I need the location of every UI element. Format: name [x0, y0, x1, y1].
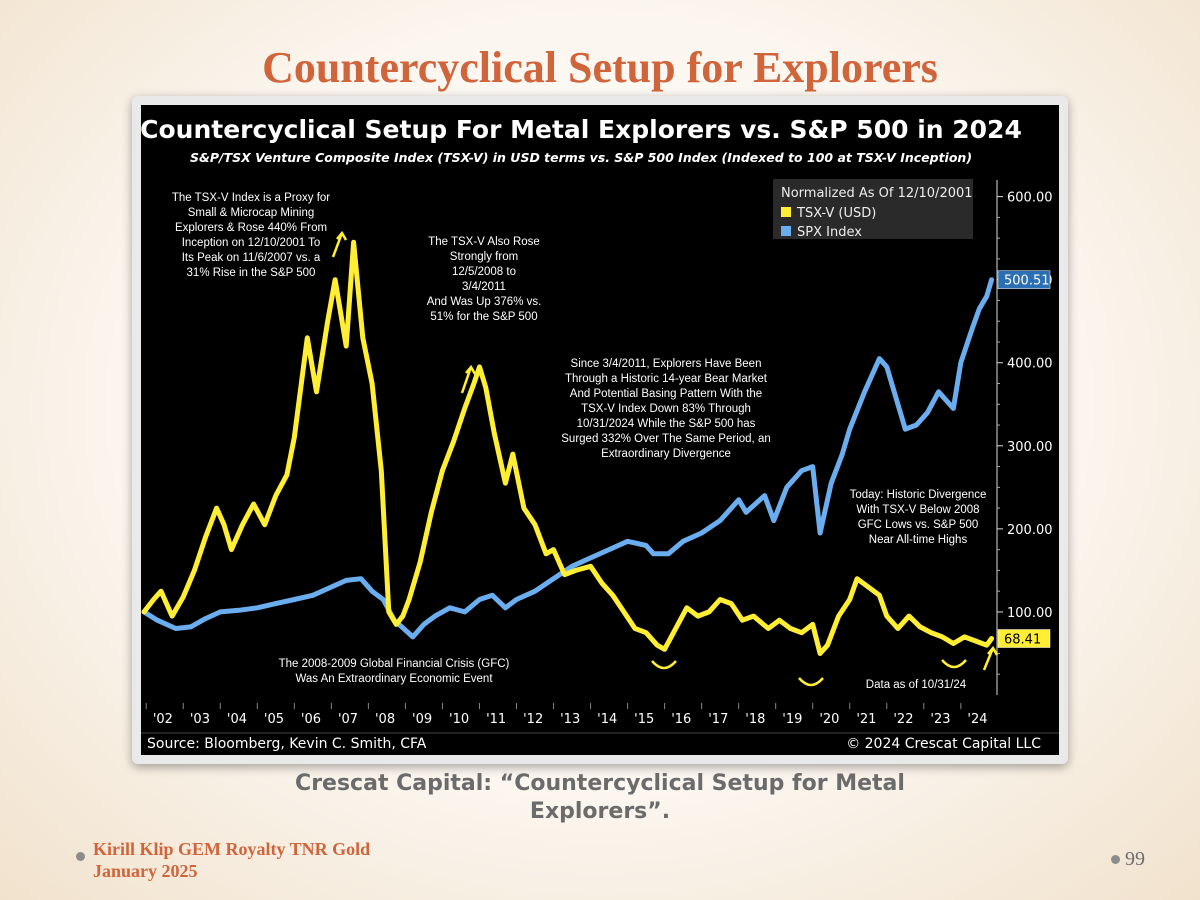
slide-title: Countercyclical Setup for Explorers — [262, 43, 938, 92]
y-tick-label: 100.00 — [1007, 606, 1053, 621]
chart-source: Source: Bloomberg, Kevin C. Smith, CFA — [147, 736, 427, 752]
annotation-text: GFC Lows vs. S&P 500 — [858, 519, 979, 531]
x-tick-label: '13 — [560, 712, 580, 727]
y-tick-label: 300.00 — [1007, 440, 1053, 455]
annotation-text: And Was Up 376% vs. — [427, 296, 542, 308]
annotation-arrow — [460, 366, 473, 394]
annotation-text: Data as of 10/31/24 — [866, 679, 967, 691]
x-tick-label: '11 — [486, 712, 506, 727]
last-value-badge — [997, 270, 1051, 289]
legend-label: SPX Index — [797, 225, 862, 240]
annotation-text: Surged 332% Over The Same Period, an — [561, 433, 770, 445]
annotation-text: 3/4/2011 — [462, 281, 506, 293]
annotation-text: With TSX-V Below 2008 — [856, 504, 979, 516]
x-tick-label: '12 — [523, 712, 543, 727]
annotation-text: The 2008-2009 Global Financial Crisis (G… — [279, 658, 510, 670]
annotation-text: Near All-time Highs — [869, 534, 968, 546]
last-value-label: 500.51 — [1004, 274, 1050, 289]
annotation-text: 12/5/2008 to — [452, 266, 516, 278]
annotation-arrowhead — [987, 645, 999, 656]
annotation-arrowhead — [465, 364, 477, 375]
chart-copyright: © 2024 Crescat Capital LLC — [846, 736, 1041, 752]
series-line-tsxv — [141, 239, 995, 656]
annotation-text: 51% for the S&P 500 — [430, 311, 537, 323]
annotation-text: The TSX-V Also Rose — [428, 236, 540, 248]
y-tick-label: 600.00 — [1007, 191, 1053, 206]
basing-smile — [798, 677, 824, 687]
x-tick-label: '23 — [930, 712, 950, 727]
legend-box — [773, 179, 973, 239]
footer-author: Kirill Klip GEM Royalty TNR Gold — [93, 839, 371, 859]
annotation-text: Since 3/4/2011, Explorers Have Been — [571, 358, 762, 370]
x-tick-label: '02 — [153, 712, 173, 727]
series-line-spx — [141, 277, 995, 640]
legend-title: Normalized As Of 12/10/2001 — [781, 186, 973, 201]
x-tick-label: '20 — [819, 712, 839, 727]
annotation-text: Explorers & Rose 440% From — [175, 222, 327, 234]
annotation-text: 10/31/2024 While the S&P 500 has — [577, 418, 756, 430]
x-tick-label: '24 — [967, 712, 987, 727]
last-value-badge — [997, 629, 1051, 648]
annotation-text: Extraordinary Divergence — [601, 448, 731, 460]
legend-swatch — [781, 207, 791, 217]
annotation-text: Through a Historic 14-year Bear Market — [565, 373, 768, 385]
annotation-text: TSX-V Index Down 83% Through — [581, 403, 751, 415]
legend-swatch — [781, 226, 791, 236]
chart-svg: Countercyclical Setup For Metal Explorer… — [141, 105, 1059, 755]
x-tick-label: '15 — [634, 712, 654, 727]
footer-date: January 2025 — [93, 861, 198, 881]
annotation-arrowhead — [336, 230, 348, 241]
x-tick-label: '04 — [227, 712, 247, 727]
x-tick-label: '09 — [412, 712, 432, 727]
annotation-text: And Potential Basing Pattern With the — [570, 388, 762, 400]
annotation-text: Its Peak on 11/6/2007 vs. a — [182, 252, 321, 264]
annotation-text: Today: Historic Divergence — [850, 489, 987, 501]
chart-frame: Countercyclical Setup For Metal Explorer… — [132, 96, 1068, 764]
last-value-label: 68.41 — [1004, 633, 1041, 648]
x-tick-label: '19 — [782, 712, 802, 727]
x-tick-label: '21 — [856, 712, 876, 727]
annotation-text: The TSX-V Index is a Proxy for — [172, 192, 330, 204]
x-tick-label: '18 — [745, 712, 765, 727]
basing-smile — [651, 660, 677, 670]
x-tick-label: '10 — [449, 712, 469, 727]
annotation-text: Small & Microcap Mining — [188, 207, 315, 219]
y-tick-label: 200.00 — [1007, 523, 1053, 538]
x-tick-label: '08 — [375, 712, 395, 727]
x-tick-label: '05 — [264, 712, 284, 727]
x-tick-label: '06 — [301, 712, 321, 727]
legend-label: TSX-V (USD) — [796, 206, 876, 221]
x-tick-label: '03 — [190, 712, 210, 727]
annotation-text: Was An Extraordinary Economic Event — [295, 673, 493, 685]
x-tick-label: '17 — [708, 712, 728, 727]
x-tick-label: '07 — [338, 712, 358, 727]
x-tick-label: '16 — [671, 712, 691, 727]
slide-caption: Crescat Capital: “Countercyclical Setup … — [295, 771, 905, 824]
y-tick-label: 400.00 — [1007, 357, 1053, 372]
chart-subtitle: S&P/TSX Venture Composite Index (TSX-V) … — [190, 150, 972, 165]
page-number: 99 — [1125, 848, 1145, 870]
footer: Kirill Klip GEM Royalty TNR Gold January… — [93, 838, 370, 882]
annotation-text: Strongly from — [450, 251, 518, 263]
x-tick-label: '14 — [597, 712, 617, 727]
x-tick-label: '22 — [893, 712, 913, 727]
footer-bullet-icon — [76, 852, 85, 861]
basing-smile — [941, 659, 967, 669]
page-bullet-icon — [1111, 855, 1120, 864]
annotation-text: 31% Rise in the S&P 500 — [187, 267, 316, 279]
annotation-text: Inception on 12/10/2001 To — [182, 237, 321, 249]
annotation-arrow — [331, 232, 344, 258]
chart-title: Countercyclical Setup For Metal Explorer… — [141, 115, 1022, 144]
